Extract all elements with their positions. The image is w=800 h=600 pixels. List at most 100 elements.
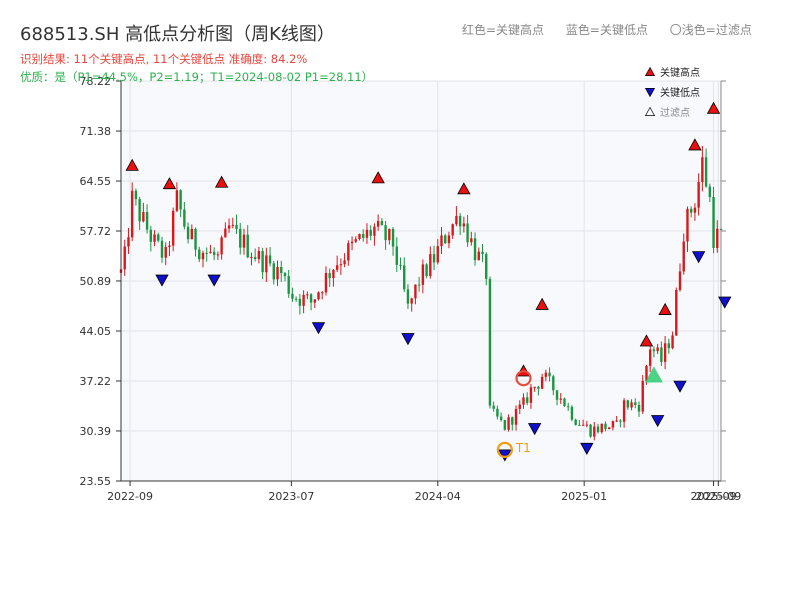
candle-30 — [231, 217, 235, 229]
candle-body — [451, 224, 454, 236]
candle-body — [298, 298, 302, 306]
candle-66 — [365, 223, 369, 244]
candle-body — [160, 240, 164, 258]
candle-body — [533, 386, 536, 388]
key-low-marker-7 — [650, 415, 665, 428]
candle-149 — [675, 287, 678, 336]
legend-marker-1 — [644, 88, 656, 98]
key-high-marker-2 — [214, 175, 229, 188]
candle-120 — [567, 402, 570, 411]
candle-160 — [716, 220, 719, 253]
candle-body — [201, 252, 205, 260]
candle-11 — [160, 236, 164, 263]
candle-body — [212, 251, 216, 256]
candle-53 — [317, 291, 320, 301]
candle-body — [183, 209, 186, 227]
candle-84 — [432, 245, 436, 271]
candle-21 — [198, 246, 201, 263]
candle-body — [567, 406, 570, 408]
candle-99 — [488, 276, 492, 409]
candle-77 — [406, 284, 410, 309]
candle-40 — [268, 247, 272, 267]
candle-31 — [235, 214, 238, 235]
candle-body — [145, 212, 149, 230]
candle-body — [227, 225, 231, 229]
candle-144 — [656, 343, 659, 355]
candle-body — [380, 220, 384, 226]
candle-body — [600, 423, 603, 433]
candle-body — [440, 235, 443, 247]
candle-body — [514, 408, 518, 425]
candle-body — [622, 400, 626, 422]
candle-3 — [130, 182, 134, 242]
quality-subtitle: 优质：是（P1=44.5%，P2=1.19；T1=2024-08-02 P1=2… — [20, 70, 374, 84]
key-high-marker-4 — [457, 182, 471, 195]
candle-body — [645, 365, 648, 381]
legend-marker-0 — [644, 66, 656, 76]
candle-body — [224, 228, 227, 238]
key-high-marker-10 — [706, 101, 721, 114]
candle-86 — [440, 227, 443, 254]
candle-body — [410, 298, 413, 304]
highlight-points: T1 — [496, 370, 532, 459]
candle-body — [663, 343, 667, 362]
candle-body — [123, 246, 126, 270]
key-low-marker-0 — [155, 274, 169, 287]
candle-body — [496, 408, 499, 417]
candle-25 — [212, 247, 216, 261]
candle-body — [693, 207, 697, 213]
legend-label-1: 关键低点 — [660, 86, 700, 99]
filtered-markers — [644, 366, 663, 383]
candle-body — [678, 271, 682, 290]
candle-63 — [354, 236, 357, 244]
candle-56 — [328, 268, 331, 287]
key-low-marker-1 — [207, 274, 221, 287]
chart-title: 688513.SH 高低点分析图（周K线图） — [20, 24, 335, 45]
candle-107 — [518, 400, 521, 415]
candle-body — [552, 376, 555, 391]
candle-body — [414, 284, 417, 299]
candle-67 — [369, 225, 372, 241]
key-low-marker-9 — [691, 251, 706, 264]
candle-body — [704, 157, 708, 187]
candle-85 — [436, 239, 439, 265]
candle-64 — [358, 233, 361, 241]
candle-50 — [306, 291, 309, 300]
candle-body — [689, 208, 693, 213]
candle-108 — [522, 393, 525, 409]
candle-42 — [276, 260, 279, 286]
candle-115 — [548, 367, 551, 382]
legend-label-0: 关键高点 — [660, 66, 700, 79]
key-high-marker-7 — [639, 334, 654, 347]
x-tick-label-5: 2025-09 — [695, 490, 741, 503]
candle-126 — [589, 423, 592, 438]
candle-142 — [648, 345, 652, 373]
candle-body — [511, 417, 514, 425]
candle-body — [406, 289, 410, 304]
highlight-label-0: T1 — [515, 441, 531, 455]
candle-76 — [403, 257, 406, 293]
candle-94 — [470, 231, 473, 246]
candle-154 — [693, 203, 697, 221]
candle-43 — [280, 260, 283, 282]
candle-97 — [481, 243, 484, 262]
candle-body — [455, 215, 458, 225]
x-tick-label-0: 2022-09 — [107, 490, 153, 503]
candle-26 — [216, 251, 220, 260]
candle-61 — [347, 240, 350, 266]
candle-body — [686, 208, 689, 242]
candle-157 — [704, 148, 708, 188]
candle-body — [708, 186, 712, 197]
candle-24 — [209, 244, 212, 254]
candle-body — [671, 335, 674, 349]
candle-101 — [496, 405, 499, 420]
candle-body — [391, 228, 395, 247]
filtered-marker-0 — [644, 366, 663, 383]
candle-112 — [537, 385, 540, 396]
candle-body — [149, 229, 153, 242]
candle-54 — [321, 291, 324, 300]
candle-44 — [283, 271, 287, 282]
candle-body — [347, 243, 350, 261]
candle-body — [518, 404, 521, 409]
candle-body — [384, 225, 387, 241]
